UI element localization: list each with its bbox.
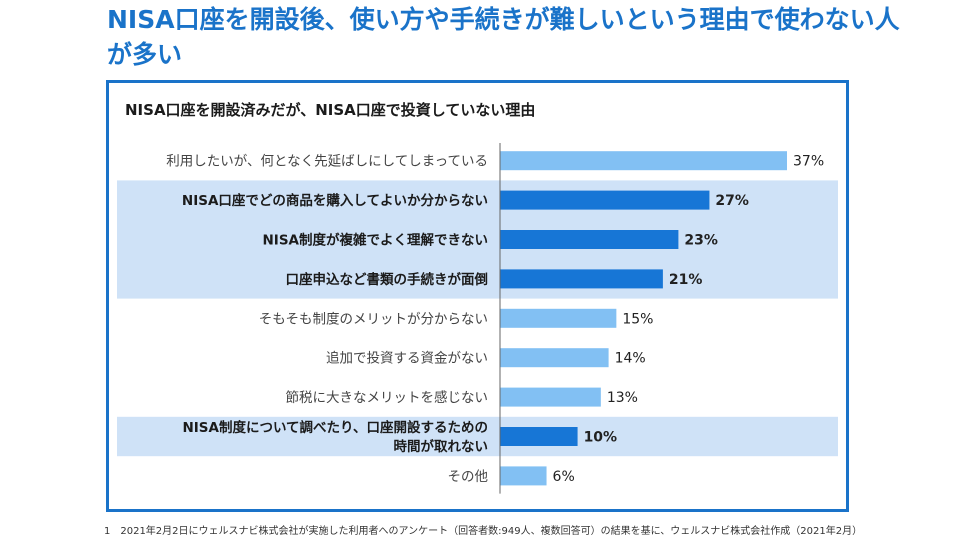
bar xyxy=(500,230,679,249)
bar xyxy=(500,348,609,368)
category-label: 口座申込など書類の手続きが面倒 xyxy=(286,271,489,288)
category-label: NISA制度が複雑でよく理解できない xyxy=(263,232,489,249)
value-label: 23% xyxy=(684,233,718,249)
category-label: NISA口座でどの商品を購入してよいか分からない xyxy=(182,192,488,209)
value-label: 27% xyxy=(715,193,749,209)
bar xyxy=(500,308,617,328)
category-label: NISA制度について調べたり、口座開設するための時間が取れない xyxy=(182,419,488,455)
bar xyxy=(500,269,663,289)
category-label: 節税に大きなメリットを感じない xyxy=(286,389,489,406)
bar xyxy=(500,387,601,407)
chart-title: NISA口座を開設済みだが、NISA口座で投資していない理由 xyxy=(125,101,536,119)
bar xyxy=(500,151,787,171)
category-label: その他 xyxy=(448,469,489,485)
bar xyxy=(500,466,547,486)
value-label: 6% xyxy=(553,469,575,485)
footnote: 1 2021年2月2日にウェルスナビ株式会社が実施した利用者へのアンケート（回答… xyxy=(104,526,863,537)
bar-chart: 37% 利用したいが、何となく先延ばしにしてしまっている 27% NISA口座でどの商… xyxy=(117,143,838,494)
value-label: 37% xyxy=(793,154,824,170)
value-label: 14% xyxy=(615,351,646,367)
highlight-band xyxy=(117,416,838,457)
bar xyxy=(500,427,578,446)
value-label: 21% xyxy=(669,272,703,288)
chart-panel: NISA口座を開設済みだが、NISA口座で投資していない理由 37% 利用したいが… xyxy=(106,80,849,512)
value-label: 13% xyxy=(607,390,638,406)
bar xyxy=(500,190,710,210)
category-label: そもそも制度のメリットが分からない xyxy=(259,311,488,327)
category-label: 利用したいが、何となく先延ばしにしてしまっている xyxy=(166,154,488,170)
category-label: 追加で投資する資金がない xyxy=(326,351,488,367)
highlight-band xyxy=(117,180,838,299)
value-label: 15% xyxy=(622,311,653,327)
value-label: 10% xyxy=(584,430,618,446)
page-headline: NISA口座を開設後、使い方や手続きが難しいという理由で使わない人が多い xyxy=(107,5,900,69)
